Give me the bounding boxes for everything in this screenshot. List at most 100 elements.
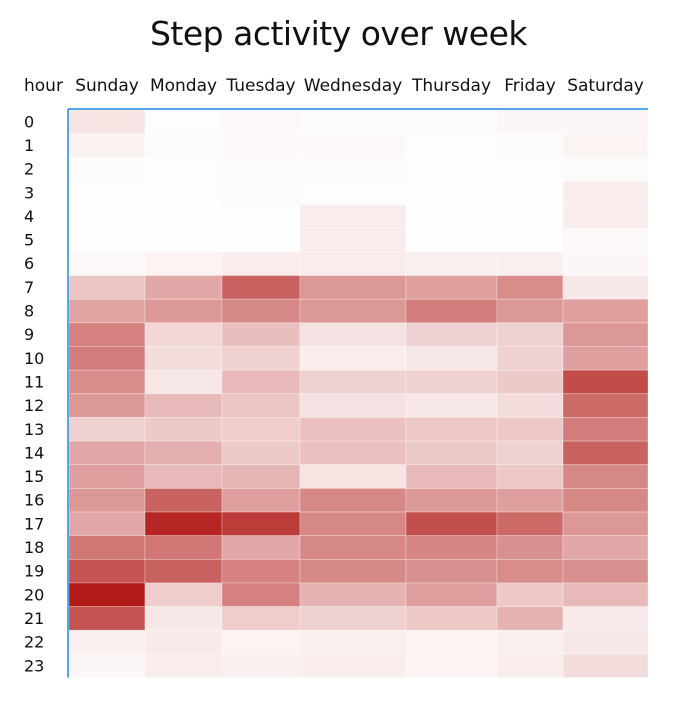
heatmap-cell-friday-11	[496, 369, 564, 395]
heatmap-cell-thursday-6	[405, 251, 498, 276]
heatmap-cell-thursday-3	[405, 180, 498, 205]
heatmap-cell-sunday-16	[68, 487, 146, 513]
heatmap-cell-wednesday-11	[299, 369, 407, 395]
heatmap-cell-sunday-18	[68, 535, 146, 560]
heatmap-cell-tuesday-8	[221, 298, 301, 324]
heatmap-cell-tuesday-5	[221, 227, 301, 253]
heatmap-cell-tuesday-21	[221, 606, 301, 631]
heatmap-cell-thursday-7	[405, 275, 498, 300]
heatmap-cell-friday-8	[496, 298, 564, 324]
heatmap-cell-sunday-4	[68, 204, 146, 229]
heatmap-cell-sunday-17	[68, 511, 146, 537]
heatmap-cell-friday-19	[496, 558, 564, 584]
heatmap-cell-thursday-5	[405, 227, 498, 253]
heatmap-cell-monday-8	[144, 298, 223, 324]
heatmap-cell-wednesday-23	[299, 653, 407, 679]
heatmap-cell-saturday-10	[562, 346, 649, 371]
heatmap-cell-friday-22	[496, 629, 564, 655]
heatmap-cell-wednesday-5	[299, 227, 407, 253]
heatmap-cell-tuesday-11	[221, 369, 301, 395]
heatmap-cell-wednesday-19	[299, 558, 407, 584]
column-labels: Sunday Monday Tuesday Wednesday Thursday Frid…	[75, 76, 644, 96]
row-label-14: 14	[24, 443, 44, 462]
column-label-friday: Friday	[504, 76, 556, 96]
heatmap-cell-wednesday-13	[299, 417, 407, 442]
heatmap-cell-friday-23	[496, 653, 564, 679]
row-label-0: 0	[24, 112, 34, 131]
heatmap-cell-thursday-14	[405, 440, 498, 466]
heatmap-cell-friday-9	[496, 322, 564, 347]
heatmap-cell-monday-15	[144, 464, 223, 489]
row-label-17: 17	[24, 514, 44, 533]
heatmap-cell-tuesday-16	[221, 487, 301, 513]
row-label-6: 6	[24, 254, 34, 273]
heatmap-cell-sunday-2	[68, 156, 146, 182]
row-label-1: 1	[24, 136, 34, 155]
heatmap-cell-monday-13	[144, 417, 223, 442]
heatmap-cell-thursday-20	[405, 582, 498, 608]
heatmap-cell-monday-12	[144, 393, 223, 418]
heatmap-cell-monday-20	[144, 582, 223, 608]
heatmap-cell-saturday-22	[562, 629, 649, 655]
heatmap-cell-saturday-20	[562, 582, 649, 608]
heatmap-cell-tuesday-12	[221, 393, 301, 418]
heatmap-cell-saturday-18	[562, 535, 649, 560]
column-label-thursday: Thursday	[411, 76, 491, 96]
heatmap-cell-friday-20	[496, 582, 564, 608]
heatmap-cells	[68, 109, 649, 679]
heatmap-cell-wednesday-18	[299, 535, 407, 560]
heatmap-cell-wednesday-21	[299, 606, 407, 631]
heatmap-cell-thursday-11	[405, 369, 498, 395]
heatmap-cell-saturday-14	[562, 440, 649, 466]
row-label-18: 18	[24, 538, 44, 557]
heatmap-cell-thursday-12	[405, 393, 498, 418]
heatmap-cell-tuesday-17	[221, 511, 301, 537]
heatmap-cell-monday-17	[144, 511, 223, 537]
row-label-3: 3	[24, 183, 34, 202]
row-label-8: 8	[24, 302, 34, 321]
row-label-9: 9	[24, 325, 34, 344]
heatmap-cell-monday-2	[144, 156, 223, 182]
heatmap-cell-sunday-6	[68, 251, 146, 276]
heatmap-cell-tuesday-15	[221, 464, 301, 489]
heatmap-cell-thursday-22	[405, 629, 498, 655]
heatmap-cell-friday-7	[496, 275, 564, 300]
heatmap-cell-monday-18	[144, 535, 223, 560]
chart-title: Step activity over week	[149, 14, 528, 53]
column-label-monday: Monday	[150, 76, 217, 96]
heatmap-cell-tuesday-19	[221, 558, 301, 584]
heatmap-cell-monday-21	[144, 606, 223, 631]
heatmap-cell-tuesday-14	[221, 440, 301, 466]
heatmap-cell-friday-5	[496, 227, 564, 253]
heatmap-cell-saturday-3	[562, 180, 649, 205]
heatmap-cell-friday-15	[496, 464, 564, 489]
heatmap-cell-saturday-8	[562, 298, 649, 324]
heatmap-cell-wednesday-2	[299, 156, 407, 182]
heatmap-cell-saturday-1	[562, 133, 649, 158]
heatmap-cell-friday-14	[496, 440, 564, 466]
heatmap-cell-sunday-3	[68, 180, 146, 205]
row-label-11: 11	[24, 372, 44, 391]
heatmap-cell-wednesday-9	[299, 322, 407, 347]
heatmap-cell-monday-10	[144, 346, 223, 371]
heatmap-cell-monday-6	[144, 251, 223, 276]
heatmap-cell-tuesday-20	[221, 582, 301, 608]
heatmap-cell-friday-16	[496, 487, 564, 513]
heatmap-cell-sunday-5	[68, 227, 146, 253]
heatmap-cell-thursday-16	[405, 487, 498, 513]
heatmap-cell-friday-1	[496, 133, 564, 158]
heatmap-cell-saturday-6	[562, 251, 649, 276]
heatmap-cell-monday-19	[144, 558, 223, 584]
heatmap-cell-thursday-10	[405, 346, 498, 371]
heatmap-cell-friday-21	[496, 606, 564, 631]
heatmap-cell-monday-11	[144, 369, 223, 395]
heatmap-cell-thursday-1	[405, 133, 498, 158]
heatmap-cell-saturday-15	[562, 464, 649, 489]
heatmap-cell-sunday-12	[68, 393, 146, 418]
row-label-7: 7	[24, 278, 34, 297]
heatmap-cell-monday-1	[144, 133, 223, 158]
heatmap-cell-wednesday-16	[299, 487, 407, 513]
heatmap-cell-sunday-8	[68, 298, 146, 324]
heatmap-cell-sunday-21	[68, 606, 146, 631]
